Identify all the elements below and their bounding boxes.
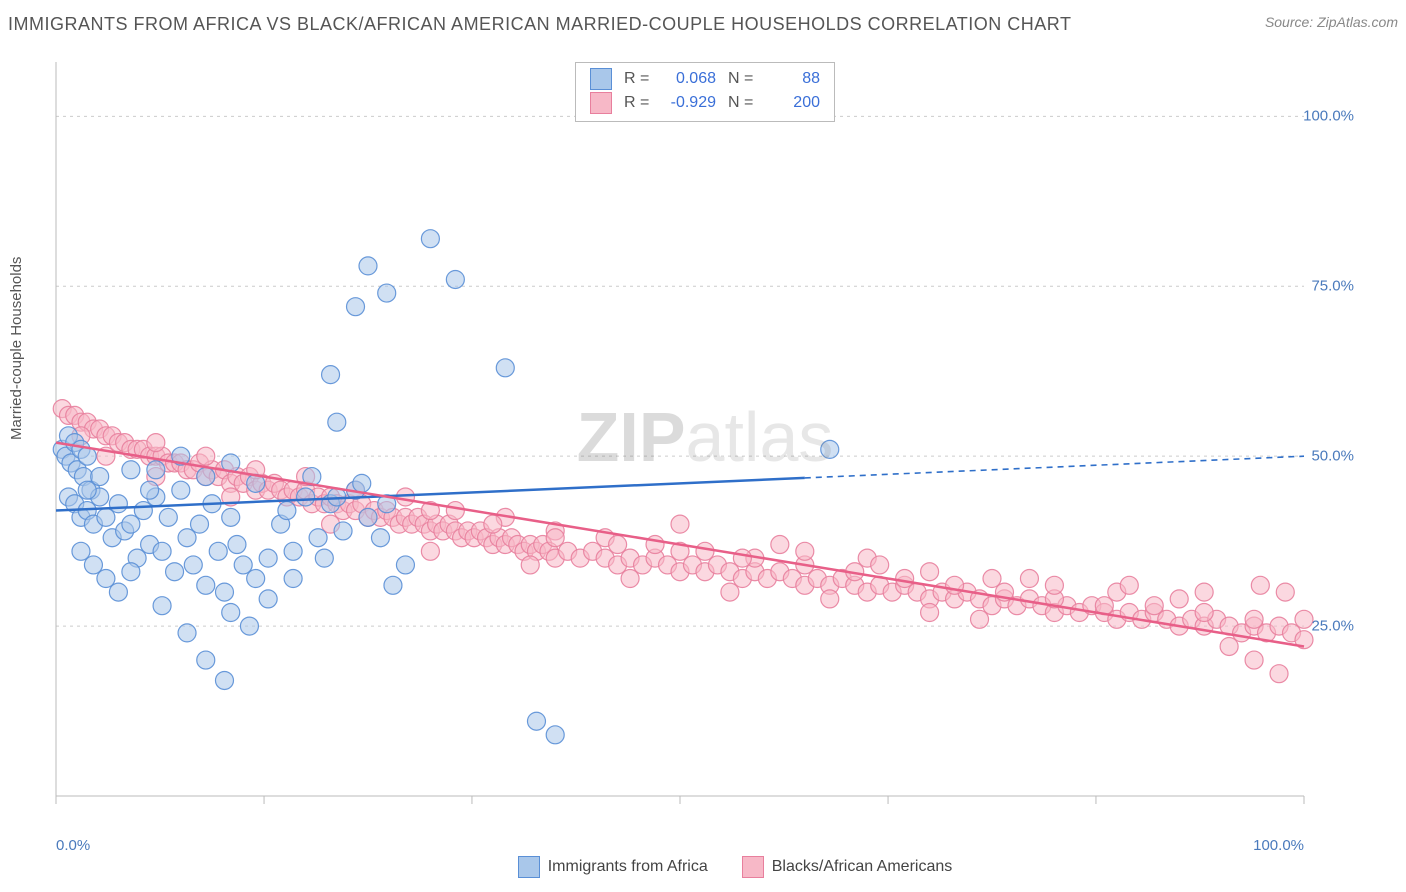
stat-value-r: 0.068 <box>662 67 716 91</box>
stats-row-series-1: R = 0.068 N = 88 <box>590 67 820 91</box>
y-axis-label: Married-couple Households <box>8 257 25 440</box>
stat-value-n: 200 <box>766 91 820 115</box>
source-label: Source: ZipAtlas.com <box>1265 14 1398 30</box>
y-tick-label: 50.0% <box>1311 448 1354 465</box>
stat-value-n: 88 <box>766 67 820 91</box>
title-bar: IMMIGRANTS FROM AFRICA VS BLACK/AFRICAN … <box>8 14 1398 35</box>
legend-label: Immigrants from Africa <box>548 858 708 876</box>
swatch-icon <box>590 68 612 90</box>
x-tick-label: 0.0% <box>56 837 90 854</box>
swatch-icon <box>518 856 540 878</box>
stats-legend-box: R = 0.068 N = 88 R = -0.929 N = 200 <box>575 62 835 122</box>
stat-label-r: R = <box>624 91 650 115</box>
chart-title: IMMIGRANTS FROM AFRICA VS BLACK/AFRICAN … <box>8 14 1071 35</box>
bottom-legend: Immigrants from Africa Blacks/African Am… <box>0 856 1406 878</box>
stat-label-n: N = <box>728 67 754 91</box>
legend-item-black[interactable]: Blacks/African Americans <box>742 856 953 878</box>
stat-label-n: N = <box>728 91 754 115</box>
x-tick-label: 100.0% <box>1253 837 1304 854</box>
swatch-icon <box>590 92 612 114</box>
y-tick-label: 75.0% <box>1311 278 1354 295</box>
scatter-chart <box>50 62 1360 820</box>
legend-label: Blacks/African Americans <box>772 858 953 876</box>
stat-label-r: R = <box>624 67 650 91</box>
legend-item-africa[interactable]: Immigrants from Africa <box>518 856 708 878</box>
y-tick-label: 100.0% <box>1303 108 1354 125</box>
stats-row-series-2: R = -0.929 N = 200 <box>590 91 820 115</box>
swatch-icon <box>742 856 764 878</box>
y-tick-label: 25.0% <box>1311 618 1354 635</box>
stat-value-r: -0.929 <box>662 91 716 115</box>
chart-area: R = 0.068 N = 88 R = -0.929 N = 200 ZIPa… <box>50 62 1360 820</box>
